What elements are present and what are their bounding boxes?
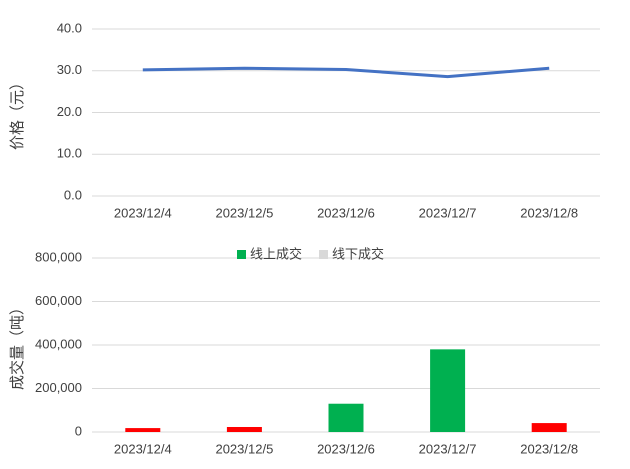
y-axis-title: 价格（元） bbox=[9, 75, 26, 150]
legend-swatch bbox=[319, 250, 328, 259]
y-tick-label: 0.0 bbox=[64, 187, 82, 202]
legend-label: 线上成交 bbox=[250, 246, 302, 261]
y-tick-label: 40.0 bbox=[57, 20, 82, 35]
bar bbox=[226, 426, 262, 432]
x-tick-label: 2023/12/5 bbox=[215, 205, 273, 220]
bar bbox=[430, 349, 466, 432]
y-tick-label: 600,000 bbox=[35, 293, 82, 308]
legend-swatch bbox=[237, 250, 246, 259]
y-tick-label: 20.0 bbox=[57, 104, 82, 119]
legend-label: 线下成交 bbox=[332, 246, 384, 261]
x-tick-label: 2023/12/6 bbox=[317, 441, 375, 456]
y-tick-label: 200,000 bbox=[35, 380, 82, 395]
bar bbox=[328, 403, 364, 432]
x-tick-label: 2023/12/6 bbox=[317, 205, 375, 220]
x-tick-label: 2023/12/4 bbox=[114, 441, 172, 456]
bar bbox=[125, 428, 161, 432]
x-tick-label: 2023/12/5 bbox=[215, 441, 273, 456]
y-tick-label: 800,000 bbox=[35, 249, 82, 264]
x-tick-label: 2023/12/8 bbox=[520, 441, 578, 456]
x-tick-label: 2023/12/8 bbox=[520, 205, 578, 220]
x-tick-label: 2023/12/4 bbox=[114, 205, 172, 220]
bar bbox=[531, 423, 567, 432]
y-tick-label: 30.0 bbox=[57, 62, 82, 77]
x-tick-label: 2023/12/7 bbox=[419, 441, 477, 456]
y-tick-label: 10.0 bbox=[57, 146, 82, 161]
line bbox=[142, 66, 550, 79]
x-tick-label: 2023/12/7 bbox=[419, 205, 477, 220]
y-tick-label: 400,000 bbox=[35, 336, 82, 351]
y-axis-title: 成交量（吨） bbox=[8, 300, 26, 390]
y-tick-label: 0 bbox=[75, 423, 82, 438]
